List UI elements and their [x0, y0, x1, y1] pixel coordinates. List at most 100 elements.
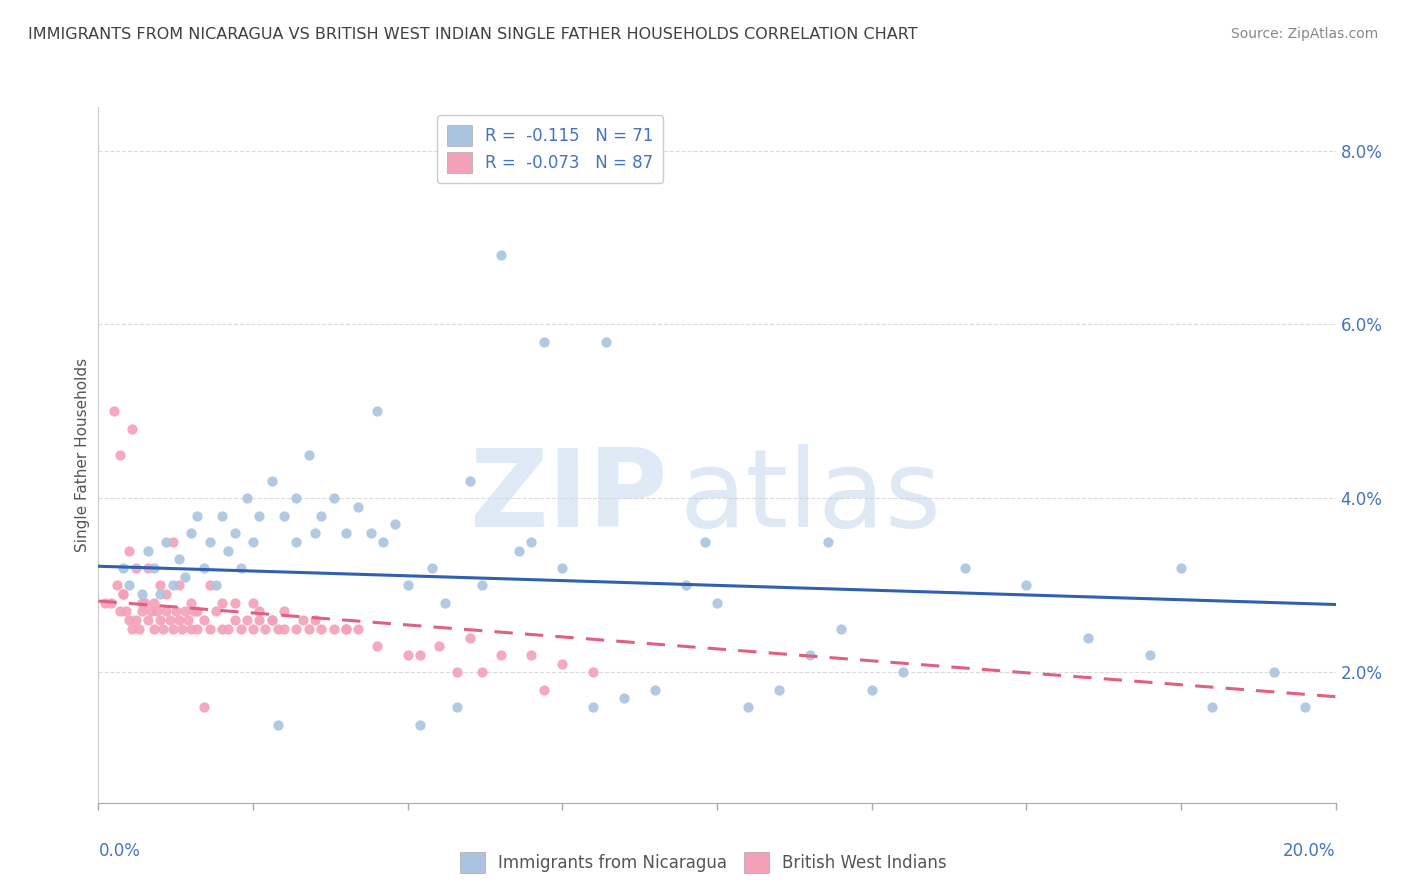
- Point: [1139, 648, 1161, 662]
- Point: [205, 578, 228, 592]
- Point: [384, 517, 406, 532]
- Point: [291, 613, 314, 627]
- Point: [224, 526, 246, 541]
- Point: [155, 587, 177, 601]
- Point: [706, 596, 728, 610]
- Point: [396, 648, 419, 662]
- Point: [118, 613, 141, 627]
- Point: [155, 534, 177, 549]
- Point: [162, 622, 184, 636]
- Point: [267, 622, 290, 636]
- Point: [371, 534, 394, 549]
- Point: [520, 534, 543, 549]
- Point: [737, 700, 759, 714]
- Point: [143, 622, 166, 636]
- Point: [186, 605, 208, 619]
- Point: [139, 605, 162, 619]
- Point: [180, 596, 202, 610]
- Point: [193, 700, 215, 714]
- Point: [422, 561, 444, 575]
- Point: [193, 613, 215, 627]
- Text: 0.0%: 0.0%: [98, 842, 141, 860]
- Point: [551, 561, 574, 575]
- Point: [1294, 700, 1316, 714]
- Text: ZIP: ZIP: [470, 443, 668, 549]
- Point: [273, 605, 295, 619]
- Point: [304, 526, 326, 541]
- Point: [254, 622, 277, 636]
- Point: [427, 639, 450, 653]
- Point: [520, 648, 543, 662]
- Point: [136, 613, 159, 627]
- Point: [121, 422, 143, 436]
- Point: [1015, 578, 1038, 592]
- Point: [118, 578, 141, 592]
- Point: [322, 491, 344, 506]
- Point: [1170, 561, 1192, 575]
- Point: [103, 404, 125, 418]
- Point: [121, 622, 143, 636]
- Point: [167, 552, 190, 566]
- Point: [128, 622, 150, 636]
- Y-axis label: Single Father Households: Single Father Households: [75, 358, 90, 552]
- Point: [162, 578, 184, 592]
- Point: [136, 543, 159, 558]
- Point: [267, 717, 290, 731]
- Point: [360, 526, 382, 541]
- Point: [644, 682, 666, 697]
- Point: [285, 491, 308, 506]
- Point: [366, 639, 388, 653]
- Text: Source: ZipAtlas.com: Source: ZipAtlas.com: [1230, 27, 1378, 41]
- Point: [953, 561, 976, 575]
- Point: [124, 613, 146, 627]
- Point: [471, 665, 494, 680]
- Point: [112, 587, 135, 601]
- Point: [489, 248, 512, 262]
- Point: [260, 474, 283, 488]
- Point: [799, 648, 821, 662]
- Point: [489, 648, 512, 662]
- Point: [409, 648, 432, 662]
- Point: [105, 578, 128, 592]
- Point: [217, 622, 239, 636]
- Point: [273, 622, 295, 636]
- Point: [595, 334, 617, 349]
- Point: [1077, 631, 1099, 645]
- Point: [347, 500, 370, 514]
- Point: [198, 622, 221, 636]
- Point: [582, 665, 605, 680]
- Point: [131, 587, 153, 601]
- Point: [112, 587, 135, 601]
- Point: [183, 605, 205, 619]
- Point: [152, 622, 174, 636]
- Point: [446, 700, 468, 714]
- Point: [830, 622, 852, 636]
- Point: [768, 682, 790, 697]
- Point: [143, 596, 166, 610]
- Point: [180, 526, 202, 541]
- Point: [211, 508, 233, 523]
- Point: [112, 561, 135, 575]
- Point: [247, 508, 270, 523]
- Point: [149, 578, 172, 592]
- Point: [304, 613, 326, 627]
- Point: [458, 631, 481, 645]
- Point: [100, 596, 122, 610]
- Point: [613, 691, 636, 706]
- Point: [366, 404, 388, 418]
- Point: [273, 508, 295, 523]
- Point: [1201, 700, 1223, 714]
- Point: [165, 605, 187, 619]
- Point: [131, 605, 153, 619]
- Point: [309, 508, 332, 523]
- Point: [180, 622, 202, 636]
- Point: [247, 605, 270, 619]
- Point: [396, 578, 419, 592]
- Text: atlas: atlas: [681, 443, 942, 549]
- Point: [229, 561, 252, 575]
- Point: [285, 534, 308, 549]
- Point: [347, 622, 370, 636]
- Point: [155, 605, 177, 619]
- Point: [149, 613, 172, 627]
- Point: [1263, 665, 1285, 680]
